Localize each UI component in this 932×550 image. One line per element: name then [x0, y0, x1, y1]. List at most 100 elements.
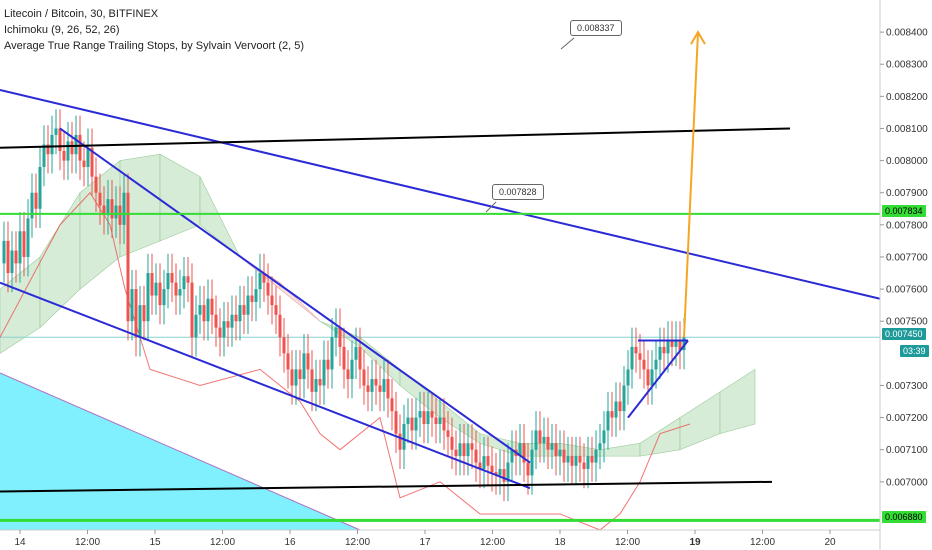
candle-body — [414, 417, 418, 431]
candle-body — [650, 369, 654, 386]
candle-body — [662, 346, 666, 354]
candle-body — [594, 449, 598, 463]
candle-body — [262, 273, 266, 283]
ichimoku-cloud-segment — [679, 391, 721, 451]
candle-body — [110, 199, 114, 219]
candle-body — [362, 369, 366, 386]
candle-body — [506, 462, 510, 482]
candle-body — [18, 231, 22, 264]
time-tick-label: 18 — [554, 537, 566, 548]
candle-body — [194, 314, 198, 338]
candle-body — [678, 340, 682, 351]
candle-body — [370, 379, 374, 392]
candle-body — [458, 443, 462, 457]
candle-body — [58, 128, 62, 151]
candle-body — [98, 192, 102, 206]
candle-body — [278, 314, 282, 338]
candle-body — [502, 468, 506, 482]
projection-arrow — [683, 32, 699, 338]
callout-top: 0.008337 — [570, 20, 622, 36]
candle-body — [606, 411, 610, 431]
candle-body — [522, 443, 526, 463]
candle-body — [490, 465, 494, 473]
candle-body — [202, 305, 206, 322]
candle-body — [466, 443, 470, 457]
candle-body — [38, 167, 42, 209]
candle-body — [230, 314, 234, 328]
price-tick-label: 0.008300 — [886, 60, 928, 71]
time-tick-label: 16 — [284, 537, 296, 548]
countdown-badge: 03:39 — [900, 345, 929, 357]
candle-body — [178, 289, 182, 296]
legend-ichimoku[interactable]: Ichimoku (9, 26, 52, 26) — [4, 24, 120, 36]
candle-body — [538, 430, 542, 444]
candle-body — [118, 205, 122, 225]
candle-body — [498, 468, 502, 476]
callout-mid: 0.007828 — [492, 184, 544, 200]
price-tick-label: 0.007900 — [886, 188, 928, 199]
candle-body — [306, 353, 310, 370]
candle-body — [234, 314, 238, 322]
candle-body — [558, 449, 562, 457]
candle-body — [614, 401, 618, 418]
candle-body — [182, 276, 186, 290]
price-tick-label: 0.008200 — [886, 92, 928, 103]
candle-body — [226, 321, 230, 328]
candle-body — [326, 359, 330, 370]
candle-body — [682, 337, 686, 351]
candle-body — [6, 240, 10, 274]
candle-body — [250, 295, 254, 302]
candle-body — [242, 305, 246, 315]
candle-body — [422, 411, 426, 424]
candle-body — [286, 353, 290, 370]
candle-body — [94, 176, 98, 193]
callout-top-pointer — [560, 37, 575, 50]
price-tick-label: 0.007700 — [886, 252, 928, 263]
candle-body — [218, 327, 222, 338]
candle-body — [442, 417, 446, 431]
candle-body — [238, 305, 242, 322]
time-tick-label: 12:00 — [345, 537, 370, 548]
candle-body — [338, 327, 342, 347]
legend-symbol[interactable]: Litecoin / Bitcoin, 30, BITFINEX — [4, 8, 159, 20]
ichimoku-cloud-segment — [159, 153, 201, 242]
candle-body — [582, 462, 586, 469]
candle-body — [270, 295, 274, 306]
price-tag-green-low: 0.006880 — [882, 511, 926, 523]
candle-body — [346, 369, 350, 380]
candle-body — [246, 295, 250, 315]
candle-body — [86, 147, 90, 168]
legend-atr[interactable]: Average True Range Trailing Stops, by Sy… — [4, 40, 305, 52]
time-tick-label: 19 — [689, 537, 701, 548]
candle-body — [494, 472, 498, 476]
time-tick-label: 12:00 — [75, 537, 100, 548]
time-tick-label: 12:00 — [480, 537, 505, 548]
atr-trailing-stop-line — [0, 191, 691, 531]
candle-body — [106, 199, 110, 216]
candle-body — [318, 379, 322, 386]
candle-body — [266, 282, 270, 296]
price-axis-bg — [880, 0, 932, 550]
time-tick-label: 15 — [149, 537, 161, 548]
candle-body — [554, 443, 558, 457]
candle-body — [622, 385, 626, 412]
candle-body — [166, 273, 170, 290]
candle-body — [426, 411, 430, 424]
trendline-black-high — [0, 127, 791, 149]
price-tag-green-high: 0.007834 — [882, 205, 926, 217]
ichimoku-cloud-segment — [119, 153, 161, 258]
candle-body — [454, 449, 458, 457]
price-tag-current: 0.007450 — [882, 328, 926, 340]
candle-body — [430, 411, 434, 418]
price-tick-label: 0.007500 — [886, 317, 928, 328]
candle-body — [610, 411, 614, 418]
candle-body — [638, 353, 642, 360]
candle-body — [574, 456, 578, 466]
candle-body — [434, 417, 438, 424]
candle-body — [142, 305, 146, 322]
time-tick-label: 12:00 — [750, 537, 775, 548]
candle-body — [134, 289, 138, 338]
candle-body — [510, 449, 514, 463]
